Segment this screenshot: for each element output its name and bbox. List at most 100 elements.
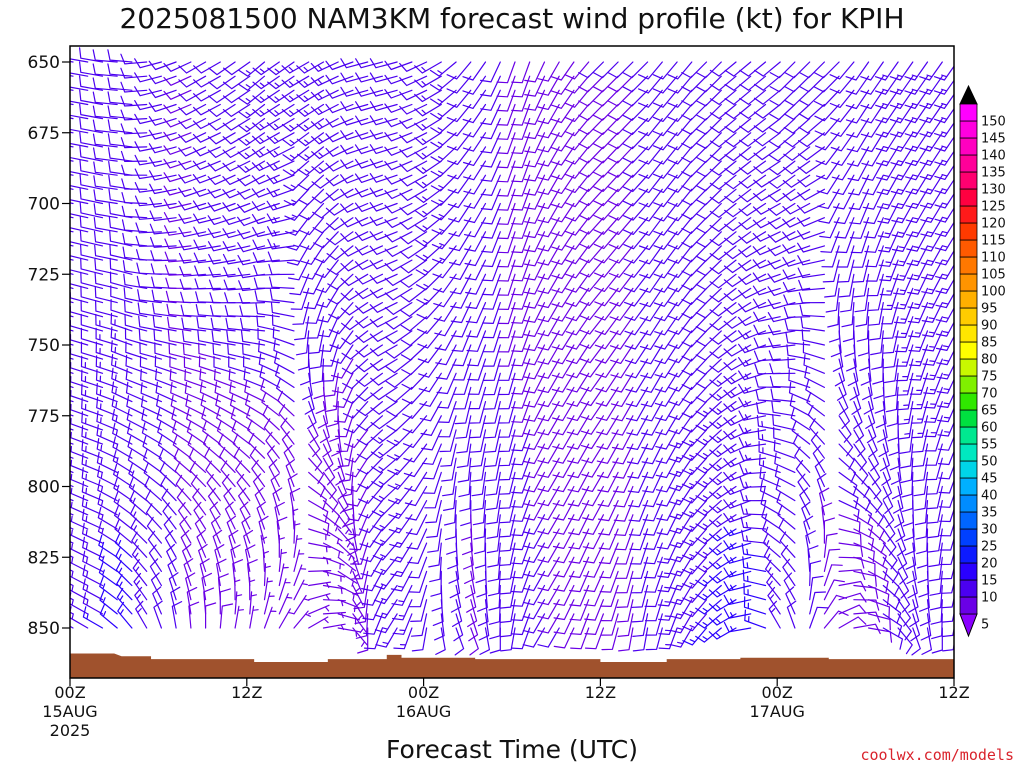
wind-barb <box>296 61 325 74</box>
wind-barb <box>178 226 207 238</box>
wind-barb <box>325 118 354 128</box>
wind-barb <box>773 426 796 445</box>
wind-barb <box>578 188 604 207</box>
wind-barb <box>815 132 840 151</box>
wind-barb <box>552 500 575 521</box>
wind-barb <box>435 344 457 366</box>
wind-barb <box>358 500 383 519</box>
wind-barb <box>134 127 162 138</box>
wind-barb <box>406 528 428 550</box>
wind-barb <box>414 202 442 218</box>
wind-barb <box>695 146 722 163</box>
wind-barb <box>290 287 310 310</box>
wind-barb <box>908 584 919 613</box>
wind-barb <box>934 150 954 166</box>
wind-barb <box>70 58 89 63</box>
wind-barb <box>169 355 192 374</box>
wind-barb <box>354 231 383 241</box>
wind-barb <box>936 378 954 394</box>
wind-barb <box>308 570 332 577</box>
wind-barb <box>414 75 442 88</box>
wind-barb <box>579 287 604 306</box>
wind-barb <box>282 132 310 147</box>
wind-barb <box>134 72 162 83</box>
wind-barb <box>388 514 413 534</box>
wind-barb <box>207 228 236 239</box>
wind-barb <box>70 156 89 162</box>
wind-barb <box>208 103 236 117</box>
wind-barb <box>622 188 649 207</box>
colorbar-swatch <box>959 511 978 530</box>
wind-barb <box>252 226 280 238</box>
y-tick-label: 750 <box>28 336 60 356</box>
wind-barb <box>281 118 310 132</box>
wind-barb <box>850 231 870 254</box>
wind-barb <box>568 556 590 578</box>
wind-barb <box>385 344 413 359</box>
wind-barb <box>600 584 619 607</box>
wind-barb <box>449 245 472 266</box>
wind-barb <box>868 599 890 618</box>
wind-barb <box>933 93 954 109</box>
wind-barb <box>537 61 560 82</box>
wind-barb <box>668 401 693 421</box>
wind-barb <box>107 119 133 134</box>
wind-barb <box>407 542 428 564</box>
wind-barb <box>584 599 604 621</box>
wind-barb <box>193 226 221 237</box>
wind-barb <box>228 529 239 558</box>
wind-barb <box>432 599 444 626</box>
wind-barb <box>95 341 118 360</box>
wind-barb <box>608 245 634 264</box>
wind-barb <box>462 132 487 152</box>
wind-barb <box>269 276 295 289</box>
wind-barb <box>838 471 858 496</box>
wind-barb <box>564 132 590 151</box>
wind-barb <box>472 500 487 526</box>
wind-barb <box>192 488 207 516</box>
y-tick-label: 800 <box>28 478 60 498</box>
wind-barb <box>384 188 413 200</box>
x-tick-label: 12Z <box>585 683 616 702</box>
wind-barb <box>107 49 133 63</box>
wind-barb <box>370 372 398 386</box>
wind-barb <box>390 556 413 577</box>
wind-barb <box>224 501 236 530</box>
wind-barb <box>623 217 649 235</box>
wind-barb <box>668 443 693 463</box>
wind-barb <box>429 61 457 77</box>
wind-barb <box>798 279 825 291</box>
wind-barb <box>821 245 840 268</box>
wind-barb <box>473 514 487 540</box>
wind-barb <box>82 564 104 587</box>
wind-barb <box>681 358 708 376</box>
wind-barb <box>653 259 678 279</box>
wind-barb <box>578 118 604 135</box>
wind-barb <box>480 132 501 154</box>
wind-barb <box>299 217 325 236</box>
wind-barb <box>308 593 331 601</box>
wind-barb <box>681 429 708 447</box>
wind-barb <box>409 584 428 608</box>
wind-barb <box>384 132 413 142</box>
wind-barb <box>766 573 781 601</box>
wind-barb <box>352 627 368 647</box>
wind-barb <box>579 302 604 321</box>
wind-barb <box>753 174 781 188</box>
wind-barb <box>108 216 133 233</box>
wind-barb <box>499 584 516 609</box>
wind-barb <box>929 584 943 611</box>
wind-barb <box>537 514 560 535</box>
wind-barb <box>838 616 867 629</box>
wind-barb <box>79 131 104 148</box>
wind-barb <box>167 329 192 346</box>
wind-barb <box>480 174 501 196</box>
wind-barb <box>385 330 413 345</box>
wind-barb <box>222 75 251 90</box>
wind-barb <box>340 231 369 242</box>
wind-barb <box>79 61 104 77</box>
wind-barb <box>97 507 118 530</box>
wind-barb <box>429 556 442 583</box>
wind-barb <box>929 570 943 596</box>
wind-barb <box>537 75 560 96</box>
